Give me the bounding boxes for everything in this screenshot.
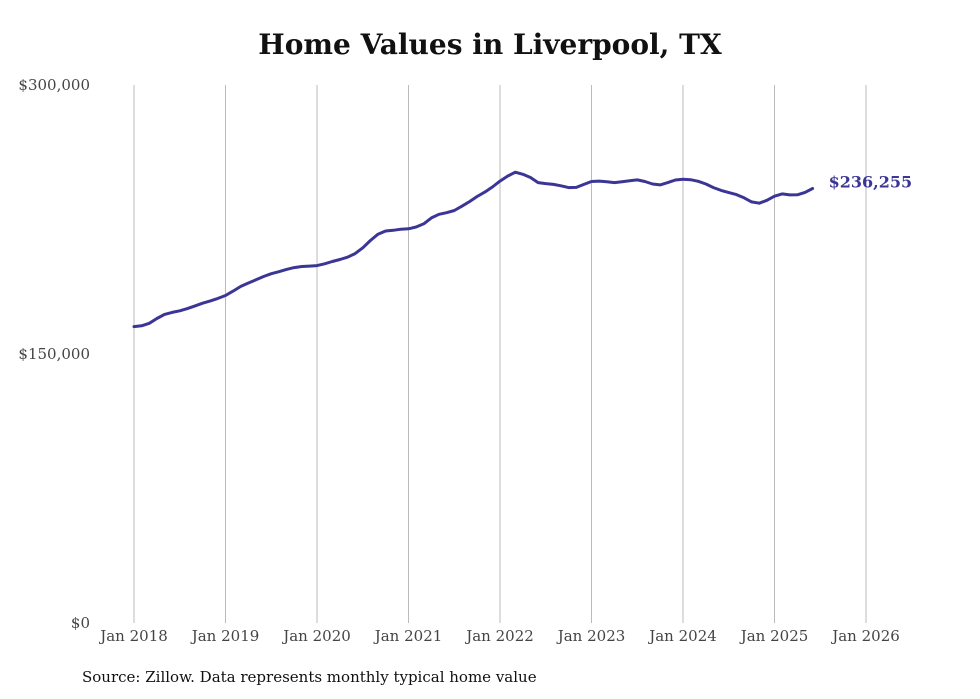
y-tick-label: $300,000 (18, 76, 90, 94)
x-tick-label: Jan 2023 (556, 627, 626, 645)
x-tick-label: Jan 2022 (464, 627, 534, 645)
y-tick-label: $150,000 (18, 345, 90, 363)
x-tick-label: Jan 2019 (190, 627, 260, 645)
x-tick-label: Jan 2024 (647, 627, 717, 645)
x-tick-label: Jan 2018 (98, 627, 168, 645)
y-axis-ticks: $0 $150,000 $300,000 (18, 76, 90, 632)
x-tick-label: Jan 2026 (830, 627, 900, 645)
x-tick-label: Jan 2025 (739, 627, 809, 645)
series-line-home-value (132, 170, 815, 329)
x-tick-label: Jan 2020 (281, 627, 351, 645)
grid-lines (133, 85, 867, 623)
source-note: Source: Zillow. Data represents monthly … (82, 668, 537, 686)
x-tick-label: Jan 2021 (373, 627, 443, 645)
y-tick-label: $0 (71, 614, 90, 632)
end-value-label: $236,255 (829, 172, 913, 191)
x-axis-ticks: Jan 2018 Jan 2019 Jan 2020 Jan 2021 Jan 2022… (98, 627, 900, 645)
chart-title: Home Values in Liverpool, TX (258, 28, 722, 61)
